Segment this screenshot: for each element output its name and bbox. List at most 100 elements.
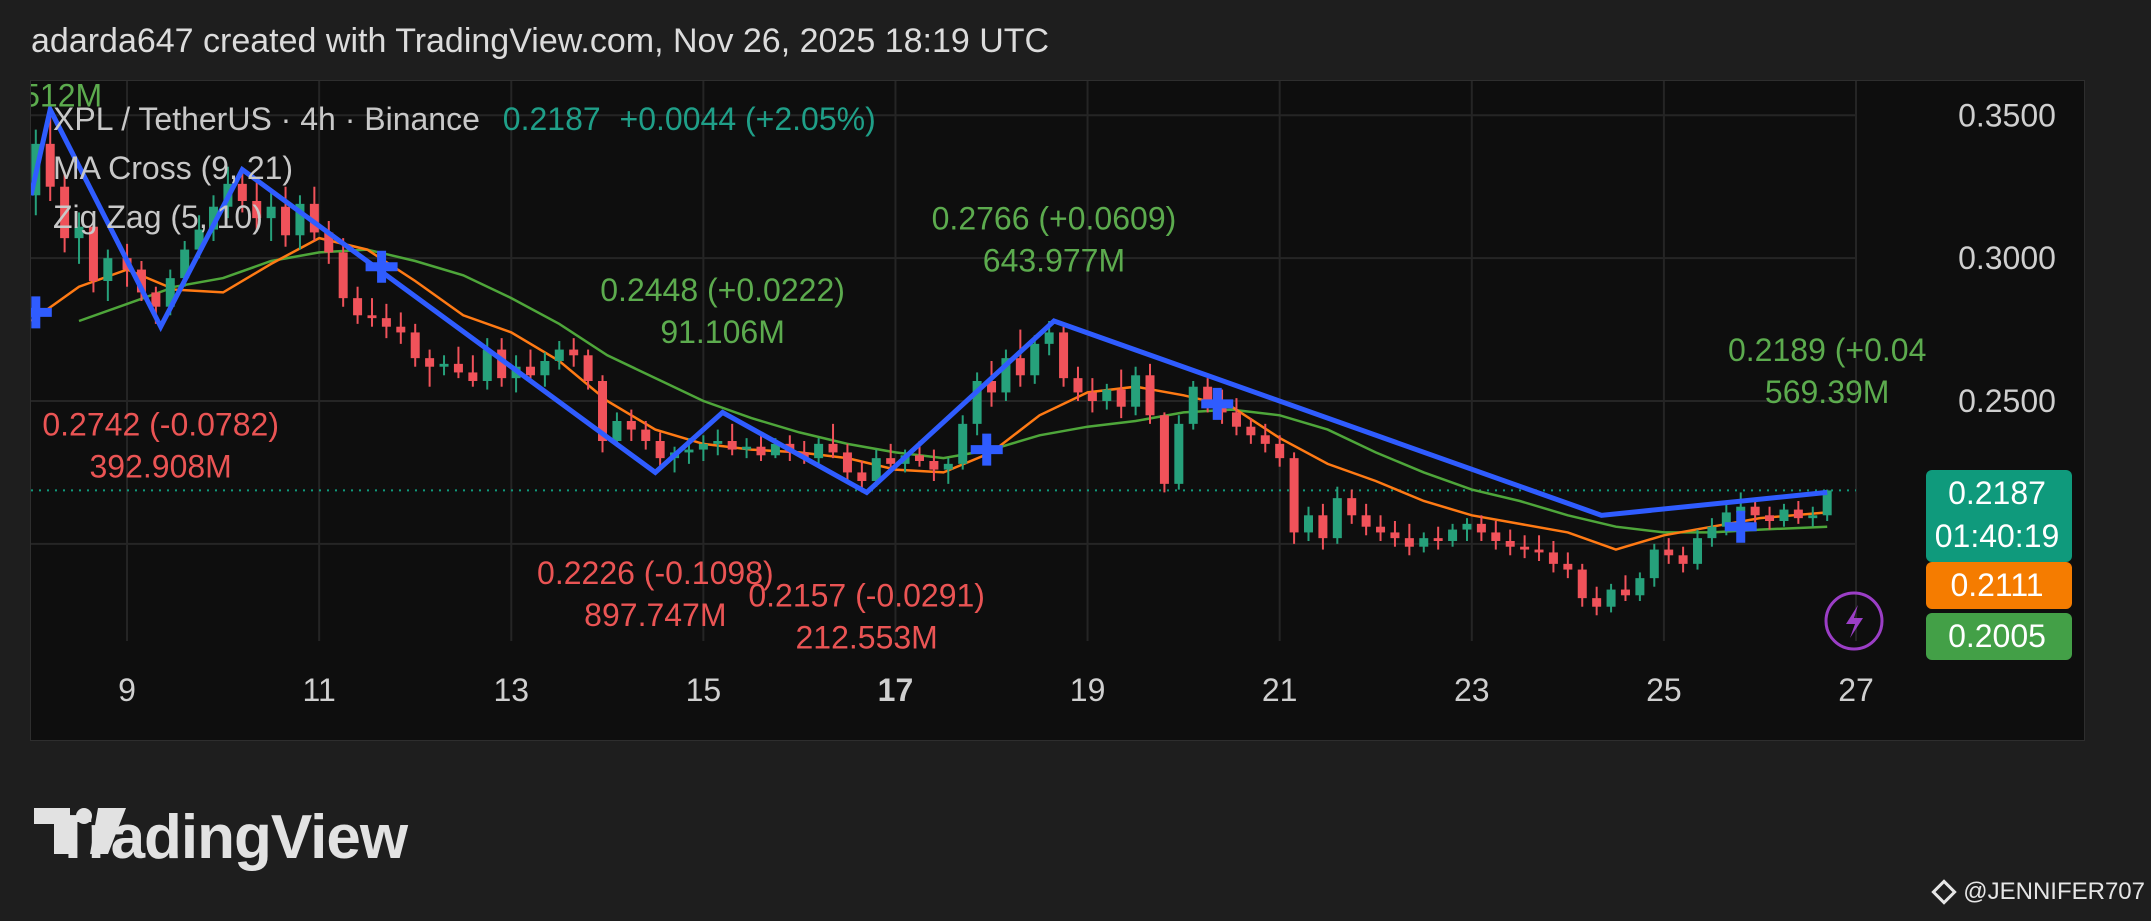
candle xyxy=(1361,503,1371,536)
candle-body xyxy=(1448,529,1458,541)
candle-body xyxy=(1635,578,1645,596)
candle xyxy=(396,312,406,344)
candle-body xyxy=(1649,549,1659,579)
candle-body xyxy=(1793,509,1803,519)
candle xyxy=(540,352,550,387)
candle-body xyxy=(1059,332,1069,379)
candle-body xyxy=(151,292,161,307)
ma-fast-tag: 0.2111 xyxy=(1926,562,2072,609)
candle-body xyxy=(1548,552,1558,564)
candle-body xyxy=(1779,509,1789,521)
chart-panel[interactable]: 9 11 13 15 17 19 21 23 25 27 0.3500 0.3000 0.2500 313… xyxy=(30,80,2085,741)
zigzag-pivot-label: 897.747M xyxy=(584,597,726,633)
candle-body xyxy=(1231,412,1241,427)
candle-body xyxy=(1476,523,1486,533)
legend-symbol-row: XPL / TetherUS · 4h · Binance 0.2187 +0.… xyxy=(53,101,876,138)
lightning-bolt xyxy=(1846,605,1863,638)
x-tick-label: 11 xyxy=(303,672,336,708)
candle xyxy=(1030,335,1040,384)
candle xyxy=(612,412,622,447)
candle xyxy=(45,109,55,201)
candle-body xyxy=(396,326,406,333)
candle-body xyxy=(1159,415,1169,484)
candle-body xyxy=(1678,555,1688,564)
legend-change: +0.0044 (+2.05%) xyxy=(619,101,876,137)
candle-body xyxy=(554,349,564,361)
candle xyxy=(1404,523,1414,556)
tradingview-logo[interactable]: TradingView xyxy=(34,802,408,873)
candle xyxy=(1476,515,1486,541)
price-chart[interactable]: 9 11 13 15 17 19 21 23 25 27 0.3500 0.3000 0.2500 313… xyxy=(31,81,2085,741)
candle xyxy=(828,423,838,459)
candle-body xyxy=(482,349,492,381)
candle-body xyxy=(88,226,98,281)
watermark: @JENNIFER707 xyxy=(1931,878,2145,906)
candle-body xyxy=(410,332,420,359)
candle-body xyxy=(74,226,84,239)
candle xyxy=(958,415,968,470)
ma-fast-line xyxy=(31,236,1828,551)
candle-body xyxy=(742,446,752,450)
candle-body xyxy=(583,355,593,381)
candle-body xyxy=(1419,538,1429,547)
candle xyxy=(439,355,449,376)
candle-body xyxy=(1404,538,1414,547)
candle-body xyxy=(1275,443,1285,459)
candle-body xyxy=(309,203,319,233)
candle-body xyxy=(1505,541,1515,547)
candle xyxy=(266,192,276,241)
candle xyxy=(1635,572,1645,601)
ma-slow-tag: 0.2005 xyxy=(1926,613,2072,660)
ma-cross-marker xyxy=(365,250,398,283)
candle-body xyxy=(914,455,924,461)
candle-body xyxy=(1203,386,1213,401)
candle-body xyxy=(972,381,982,424)
candle-body xyxy=(324,232,334,253)
ma-fast-tag-box xyxy=(1926,562,2072,609)
candle xyxy=(1520,535,1530,559)
candle-body xyxy=(1491,532,1501,541)
candle xyxy=(842,443,852,481)
candle xyxy=(1750,498,1760,524)
last-price-tag-text: 01:40:19 xyxy=(1935,518,2060,554)
candle-body xyxy=(1188,386,1198,424)
x-tick-label: 17 xyxy=(878,672,914,708)
candle xyxy=(1188,381,1198,430)
candle xyxy=(1131,366,1141,416)
candle-body xyxy=(1145,375,1155,416)
x-tick-label: 23 xyxy=(1454,672,1490,708)
candle-body xyxy=(1318,515,1328,539)
candle xyxy=(88,218,98,293)
candle xyxy=(1534,535,1544,561)
candle xyxy=(295,195,305,250)
candle xyxy=(1491,521,1501,550)
candle xyxy=(1448,523,1458,547)
candle xyxy=(425,349,435,387)
candle xyxy=(742,438,752,459)
candle xyxy=(943,458,953,484)
zigzag-pivot-label: 392.908M xyxy=(90,448,232,484)
legend-ma-cross[interactable]: MA Cross (9, 21) xyxy=(53,150,294,186)
tradingview-logo-icon xyxy=(34,808,126,854)
candle-body xyxy=(45,143,55,187)
candle-body xyxy=(60,186,70,239)
candle-body xyxy=(569,349,579,356)
candle xyxy=(1433,526,1443,550)
candle-body xyxy=(136,269,146,293)
candle xyxy=(1606,583,1616,613)
candle xyxy=(1260,423,1270,453)
candle xyxy=(641,421,651,450)
candle xyxy=(1664,538,1674,564)
candle-body xyxy=(857,472,867,481)
ma-cross-marker xyxy=(970,433,1003,466)
legend-symbol[interactable]: XPL / TetherUS · 4h · Binance xyxy=(53,101,480,137)
candle xyxy=(1318,503,1328,550)
candle-body xyxy=(252,201,262,219)
candle-body xyxy=(1131,375,1141,407)
candle xyxy=(468,355,478,387)
candle xyxy=(1462,518,1472,541)
candle-body xyxy=(540,361,550,376)
candle xyxy=(410,323,420,367)
candle-body xyxy=(367,315,377,319)
legend-zig-zag[interactable]: Zig Zag (5, 10) xyxy=(53,199,263,235)
